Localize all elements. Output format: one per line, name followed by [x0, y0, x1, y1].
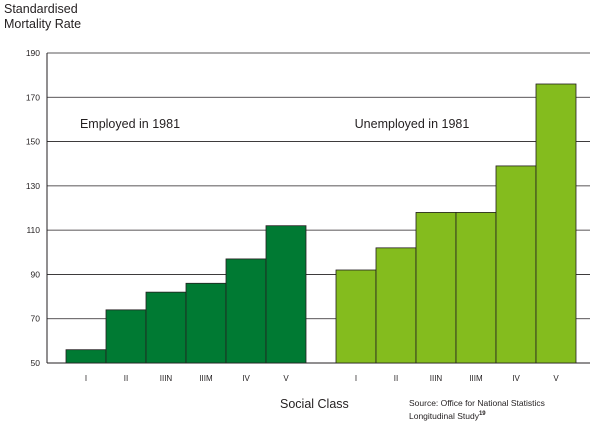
- y-tick-label: 190: [26, 48, 40, 58]
- source-note: Source: Office for National Statistics L…: [409, 398, 545, 422]
- x-tick-label: IIIN: [430, 374, 443, 383]
- bar-employed-ii: [105, 309, 147, 364]
- x-tick-label: I: [85, 374, 87, 383]
- bar-unemployed-iiin: [415, 212, 457, 364]
- y-axis-title: Standardised Mortality Rate: [4, 2, 81, 32]
- bar-employed-iiim: [185, 282, 227, 364]
- bar-unemployed-i: [335, 269, 377, 364]
- x-axis-title: Social Class: [280, 397, 349, 411]
- source-line2: Longitudinal Study19: [409, 409, 545, 422]
- bar-employed-iv: [225, 258, 267, 364]
- source-line2-text: Longitudinal Study: [409, 411, 479, 421]
- bar-unemployed-iiim: [455, 212, 497, 364]
- x-tick-label: V: [283, 374, 289, 383]
- x-tick-label: IIIN: [160, 374, 173, 383]
- series-label-unemployed: Unemployed in 1981: [355, 117, 470, 131]
- bar-employed-v: [265, 225, 307, 364]
- y-axis-title-line2: Mortality Rate: [4, 17, 82, 31]
- x-tick-label: IIIM: [469, 374, 483, 383]
- x-tick-label: I: [355, 374, 357, 383]
- x-tick-label: V: [553, 374, 559, 383]
- bar-unemployed-iv: [495, 165, 537, 364]
- x-tick-label: II: [394, 374, 398, 383]
- y-tick-label: 70: [31, 314, 41, 324]
- series-label-employed: Employed in 1981: [80, 117, 180, 131]
- bar-unemployed-ii: [375, 247, 417, 364]
- source-line1: Source: Office for National Statistics: [409, 398, 545, 408]
- bar-employed-i: [65, 349, 107, 364]
- y-tick-label: 90: [31, 269, 41, 279]
- y-axis-title-line1: Standardised: [4, 2, 78, 16]
- x-tick-label: IIIM: [199, 374, 213, 383]
- bar-unemployed-v: [535, 83, 577, 364]
- y-tick-label: 170: [26, 92, 40, 102]
- y-tick-label: 50: [31, 358, 41, 368]
- source-footnote: 19: [478, 411, 486, 417]
- x-tick-label: IV: [242, 374, 250, 383]
- y-tick-label: 110: [26, 225, 40, 235]
- x-tick-label: IV: [512, 374, 520, 383]
- y-tick-label: 130: [26, 181, 40, 191]
- x-tick-label: II: [124, 374, 128, 383]
- bar-employed-iiin: [145, 291, 187, 364]
- y-tick-label: 150: [26, 137, 40, 147]
